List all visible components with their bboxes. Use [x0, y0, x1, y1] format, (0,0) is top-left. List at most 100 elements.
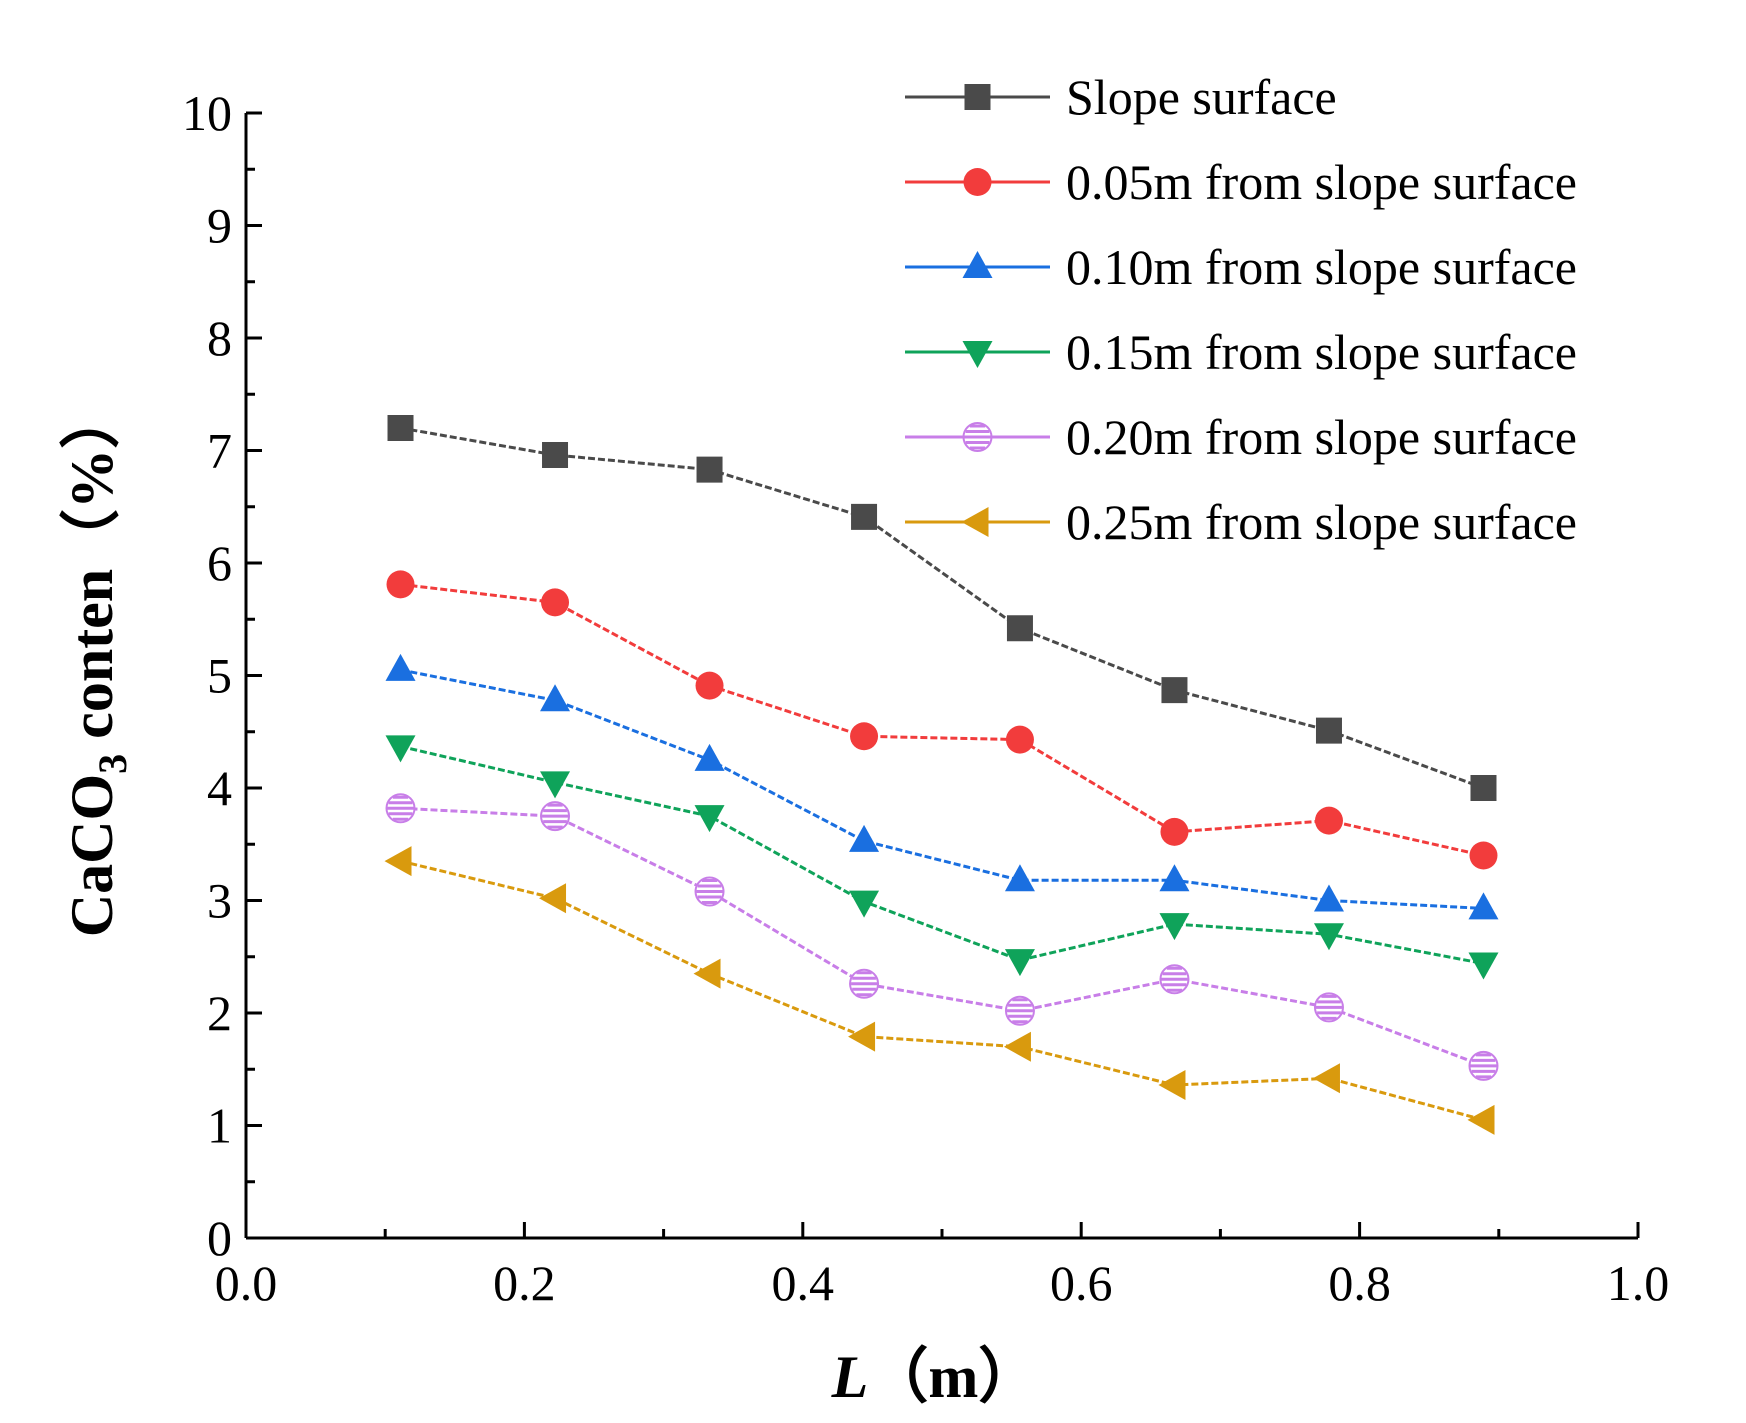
series-0 [387, 415, 1497, 801]
y-tick-label: 0 [207, 1210, 232, 1266]
series-3 [385, 735, 1499, 980]
legend-marker [962, 422, 993, 452]
x-tick-label: 0.8 [1328, 1255, 1391, 1311]
y-tick-label: 10 [182, 85, 232, 141]
y-tick-label: 3 [207, 873, 232, 929]
x-tick-label: 0.0 [215, 1255, 278, 1311]
data-point [1468, 892, 1499, 920]
x-tick-label: 0.6 [1050, 1255, 1113, 1311]
legend-marker [962, 251, 993, 278]
legend-label: 0.15m from slope surface [1066, 324, 1577, 380]
data-point [385, 793, 416, 824]
series-line [400, 668, 1484, 910]
legend-entry: 0.10m from slope surface [905, 239, 1577, 295]
x-tick-label: 1.0 [1607, 1255, 1670, 1311]
data-point [848, 1021, 876, 1052]
data-point [1469, 841, 1498, 870]
data-point [696, 456, 723, 483]
data-point [1313, 884, 1344, 912]
data-point [1313, 923, 1344, 951]
data-point [850, 722, 879, 751]
series-1 [386, 570, 1498, 870]
legend: Slope surface 0.05m from slope surface 0.1… [905, 69, 1577, 550]
data-point [1314, 806, 1343, 835]
series-line [400, 744, 1484, 965]
data-point [849, 968, 880, 999]
data-point [1312, 1063, 1340, 1094]
data-point [540, 801, 571, 832]
y-tick-label: 7 [207, 423, 232, 479]
y-tick-label: 5 [207, 648, 232, 704]
y-tick-label: 6 [207, 535, 232, 591]
data-point [387, 415, 414, 441]
series-4 [385, 793, 1499, 1081]
data-point [1160, 817, 1189, 846]
data-point [385, 653, 416, 681]
data-point [694, 805, 725, 833]
data-point [541, 588, 570, 617]
data-point [1004, 864, 1035, 892]
series-2 [385, 653, 1499, 920]
legend-label: Slope surface [1066, 69, 1337, 125]
data-point [540, 771, 571, 799]
data-point [539, 883, 567, 914]
data-point [694, 876, 725, 907]
series-line [400, 859, 1484, 1122]
data-point [695, 671, 724, 700]
data-point [1004, 995, 1035, 1026]
data-point [386, 570, 415, 599]
data-point [1159, 964, 1190, 995]
series-5 [384, 846, 1495, 1135]
data-point [1159, 864, 1190, 892]
data-point [1470, 775, 1497, 801]
data-point [1006, 615, 1033, 642]
data-point [1003, 1031, 1031, 1062]
data-point [1315, 717, 1342, 744]
legend-entry: 0.20m from slope surface [905, 409, 1577, 465]
legend-marker [963, 168, 992, 196]
legend-marker [962, 341, 993, 368]
x-tick-label: 0.2 [493, 1255, 556, 1311]
legend-entry: 0.15m from slope surface [905, 324, 1577, 380]
series-line [400, 806, 1485, 1068]
legend-entry: 0.25m from slope surface [905, 494, 1577, 550]
y-tick-label: 8 [207, 310, 232, 366]
data-point [1467, 1104, 1495, 1135]
data-point [1161, 677, 1188, 704]
data-point [542, 442, 569, 468]
data-point [693, 958, 721, 989]
legend-label: 0.05m from slope surface [1066, 154, 1577, 210]
data-point [851, 503, 878, 530]
data-point [384, 846, 412, 877]
legend-marker [961, 507, 989, 537]
data-point [1313, 992, 1344, 1023]
y-axis-title: CaCO3 conten（%） [58, 389, 135, 937]
y-tick-label: 4 [207, 760, 232, 816]
legend-label: 0.20m from slope surface [1066, 409, 1577, 465]
legend-entry: 0.05m from slope surface [905, 154, 1577, 210]
plot-area [384, 415, 1499, 1135]
data-point [849, 824, 880, 852]
data-point [694, 743, 725, 771]
data-point [1468, 1050, 1499, 1081]
legend-marker [964, 84, 991, 110]
series-line [400, 426, 1485, 790]
data-point [1159, 913, 1190, 941]
data-point [1158, 1070, 1186, 1100]
y-tick-label: 1 [207, 1098, 232, 1154]
x-tick-label: 0.4 [772, 1255, 835, 1311]
data-point [1005, 725, 1034, 754]
data-point [849, 890, 880, 918]
series-line [400, 582, 1484, 857]
y-tick-label: 2 [207, 985, 232, 1041]
axes: 0 1 2 3 4 5 6 7 8 9 10 0.0 0.2 0.4 0.6 0.8 1.0 [182, 85, 1669, 1311]
legend-label: 0.25m from slope surface [1066, 494, 1577, 550]
legend-entry: Slope surface [905, 69, 1337, 125]
y-tick-label: 9 [207, 198, 232, 254]
data-point [1004, 949, 1035, 977]
data-point [540, 684, 571, 712]
legend-label: 0.10m from slope surface [1066, 239, 1577, 295]
data-point [1468, 952, 1499, 980]
data-point [385, 735, 416, 763]
